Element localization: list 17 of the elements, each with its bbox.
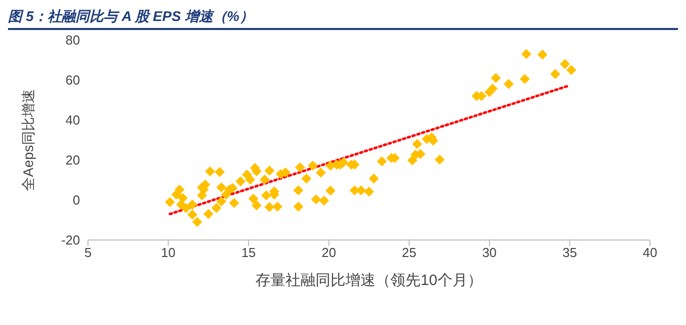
x-tick-label: 5 <box>84 245 92 260</box>
x-tick-label: 25 <box>402 245 416 260</box>
y-tick-label: 40 <box>66 112 80 128</box>
y-tick-label: 60 <box>66 72 80 88</box>
x-tick-label: 15 <box>241 245 256 260</box>
y-tick-label: 80 <box>66 32 80 48</box>
x-tick-label: 10 <box>161 245 176 260</box>
x-tick-label: 20 <box>322 245 336 260</box>
x-axis-title: 存量社融同比增速（领先10个月） <box>256 272 482 289</box>
chart-title: 图 5：社融同比与 A 股 EPS 增速（%） <box>8 8 678 30</box>
y-tick-label: -20 <box>61 232 80 248</box>
y-tick-label: 20 <box>66 152 80 168</box>
y-axis-title: 全Aeps同比增速 <box>20 89 36 191</box>
y-tick-label: 0 <box>72 192 80 208</box>
x-tick-label: 35 <box>562 245 577 260</box>
x-tick-label: 40 <box>642 245 658 260</box>
x-tick-label: 30 <box>482 245 497 260</box>
